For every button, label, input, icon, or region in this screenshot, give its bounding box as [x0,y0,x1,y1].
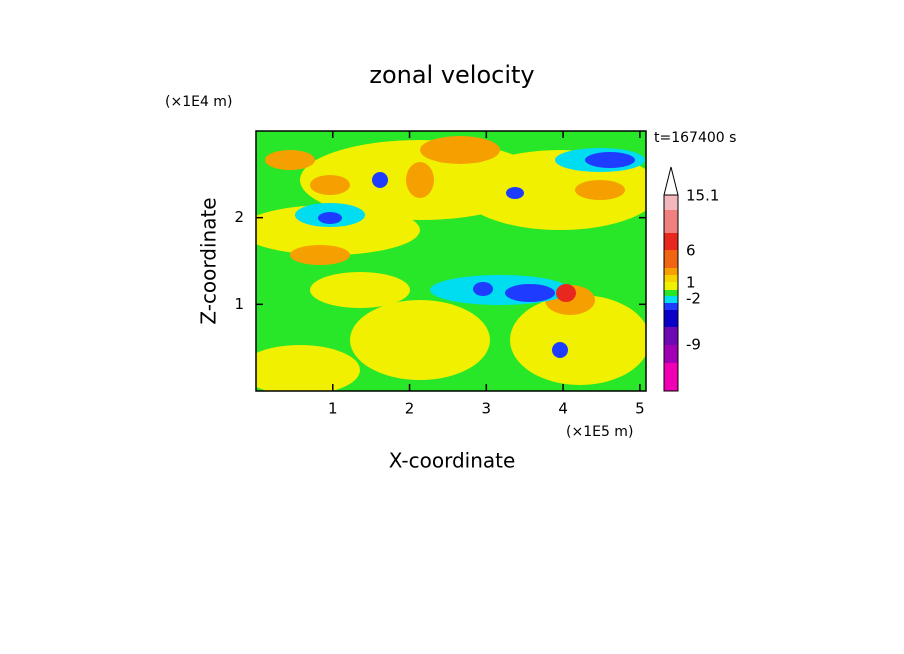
colorbar-label: -2 [686,290,701,308]
x-tick-label: 1 [328,400,338,418]
colorbar-segment [664,327,678,345]
colorbar-frame [663,194,679,392]
colorbar-label: 6 [686,242,696,260]
colorbar-segment [664,290,678,296]
colorbar-segment [664,303,678,310]
time-label: t=167400 s [654,130,736,146]
x-axis-label: X-coordinate [389,449,516,473]
contour-field [256,131,646,391]
colorbar-arrow [663,166,679,196]
colorbar-segment [664,282,678,290]
colorbar-label: 15.1 [686,187,719,205]
y-axis-label: Z-coordinate [197,197,221,324]
colorbar-label: 1 [686,274,696,292]
colorbar-segment [664,275,678,282]
colorbar-segment [664,345,678,363]
x-unit: (×1E5 m) [566,424,633,440]
colorbar-segment [664,296,678,303]
colorbar-segment [664,195,678,210]
x-tick-label: 4 [558,400,568,418]
colorbar-segment [664,310,678,327]
colorbar-segment [664,363,678,391]
colorbar-segment [664,268,678,275]
x-tick-label: 3 [482,400,492,418]
colorbar-label: -9 [686,336,701,354]
colorbar-segment [664,233,678,250]
y-tick-label: 1 [234,295,244,313]
y-unit: (×1E4 m) [165,94,232,110]
chart-title: zonal velocity [369,61,534,89]
colorbar-segment [664,210,678,233]
plot-frame [255,130,647,392]
y-tick-label: 2 [234,208,244,226]
x-tick-label: 2 [405,400,415,418]
colorbar-segment [664,250,678,268]
x-tick-label: 5 [635,400,645,418]
